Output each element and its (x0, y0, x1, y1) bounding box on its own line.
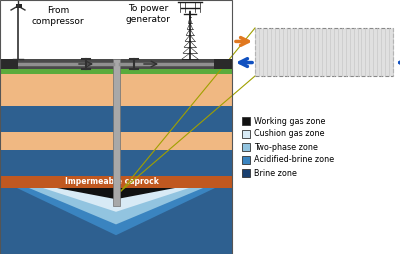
Circle shape (16, 5, 20, 8)
Text: Acidified-brine zone: Acidified-brine zone (254, 155, 334, 165)
Bar (242, 117, 250, 125)
Text: Two-phase zone: Two-phase zone (254, 142, 318, 151)
Bar (0, 176, 232, 188)
Polygon shape (43, 188, 189, 212)
Bar (0, 150, 232, 176)
Polygon shape (17, 188, 215, 235)
Bar (0, 59, 232, 69)
Bar (0, 188, 232, 254)
Bar (242, 143, 250, 151)
Text: To power
generator: To power generator (126, 4, 170, 24)
Bar (16, 4, 22, 8)
Bar (0, 0, 232, 254)
Bar (214, 59, 232, 69)
Text: From
compressor: From compressor (32, 6, 84, 26)
Bar (255, 28, 393, 76)
Text: Cushion gas zone: Cushion gas zone (254, 130, 324, 138)
Bar (0, 74, 232, 106)
Text: Impermeable caprock: Impermeable caprock (65, 178, 159, 186)
Bar (0, 69, 232, 74)
Text: Working gas zone: Working gas zone (254, 117, 325, 125)
Bar (0, 59, 18, 69)
Text: Brine zone: Brine zone (254, 168, 297, 178)
Bar (242, 130, 250, 138)
Bar (242, 156, 250, 164)
Bar (242, 169, 250, 177)
Bar (0, 132, 232, 150)
Bar (112, 59, 120, 206)
Polygon shape (57, 188, 175, 199)
Bar (0, 106, 232, 132)
Polygon shape (29, 188, 203, 224)
